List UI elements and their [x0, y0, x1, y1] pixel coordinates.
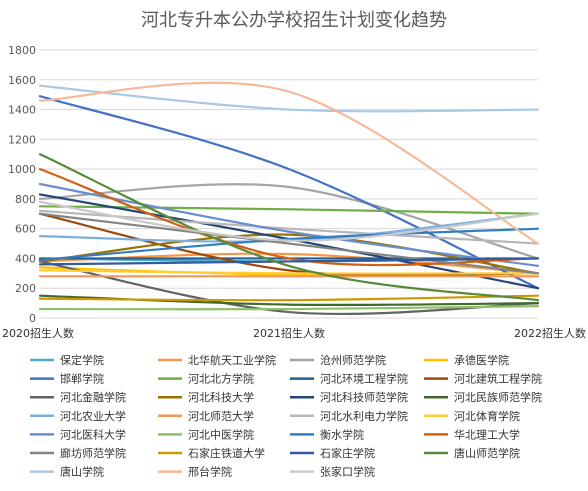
y-tick-label: 1400 [8, 104, 36, 117]
series-line [38, 212, 540, 275]
legend-label: 河北体育学院 [454, 409, 520, 423]
series-line [38, 183, 540, 260]
y-tick-label: 1200 [8, 133, 36, 146]
series-line [38, 84, 540, 113]
series-line [38, 200, 540, 242]
x-tick-label: 2022招生人数 [514, 326, 586, 340]
legend-label: 河北农业大学 [60, 409, 126, 423]
legend-label: 河北师范大学 [188, 409, 254, 423]
x-tick-label: 2020招生人数 [2, 326, 74, 340]
legend-label: 唐山师范学院 [454, 446, 520, 460]
legend-label: 唐山学院 [60, 465, 104, 479]
legend-label: 河北中医学院 [188, 427, 254, 441]
y-axis-ticks: 0 200 400 600 800 1000 1200 1400 1600 1800 [8, 44, 36, 325]
series-line [38, 304, 540, 311]
legend-label: 河北医科大学 [60, 427, 126, 441]
legend-label: 廊坊师范学院 [60, 446, 126, 460]
y-tick-label: 600 [15, 223, 36, 236]
y-tick-label: 0 [29, 312, 36, 325]
y-tick-label: 1000 [8, 163, 36, 176]
series-line [38, 294, 540, 302]
y-tick-label: 800 [15, 193, 36, 206]
legend-label: 石家庄铁道大学 [188, 446, 265, 460]
series-layer [38, 81, 540, 316]
y-tick-label: 400 [15, 252, 36, 265]
series-line [38, 205, 540, 215]
legend-label: 河北科技师范学院 [320, 390, 408, 404]
y-tick-label: 1800 [8, 44, 36, 57]
legend-label: 河北环境工程学院 [320, 372, 408, 386]
legend-label: 河北水利电力学院 [320, 409, 408, 423]
series-line [38, 257, 540, 266]
legend-label: 衡水学院 [320, 427, 364, 441]
x-tick-label: 2021招生人数 [253, 326, 325, 340]
series-line [38, 153, 540, 302]
legend-label: 石家庄学院 [320, 446, 375, 460]
legend-label: 华北理工大学 [454, 427, 520, 441]
series-line [38, 269, 540, 275]
legend-label: 河北科技大学 [188, 390, 254, 404]
legend-label: 河北民族师范学院 [454, 390, 542, 404]
x-axis-ticks: 2020招生人数 2021招生人数 2022招生人数 [2, 326, 586, 340]
y-tick-label: 1600 [8, 74, 36, 87]
legend-label: 北华航天工业学院 [188, 353, 276, 367]
legend-label: 邯郸学院 [60, 372, 104, 386]
series-line [38, 227, 540, 262]
series-line [38, 81, 540, 245]
legend-label: 河北建筑工程学院 [454, 372, 542, 386]
chart-title: 河北专升本公办学校招生计划变化趋势 [141, 10, 447, 31]
legend-label: 承德医学院 [454, 353, 509, 367]
legend-label: 沧州师范学院 [320, 353, 386, 367]
series-line [38, 209, 540, 245]
legend-label: 河北金融学院 [60, 390, 126, 404]
y-tick-label: 200 [15, 282, 36, 295]
legend-label: 邢台学院 [188, 465, 232, 479]
legend-label: 河北北方学院 [188, 372, 254, 386]
series-line [38, 168, 540, 267]
legend-label: 张家口学院 [320, 465, 375, 479]
legend-label: 保定学院 [60, 353, 104, 367]
